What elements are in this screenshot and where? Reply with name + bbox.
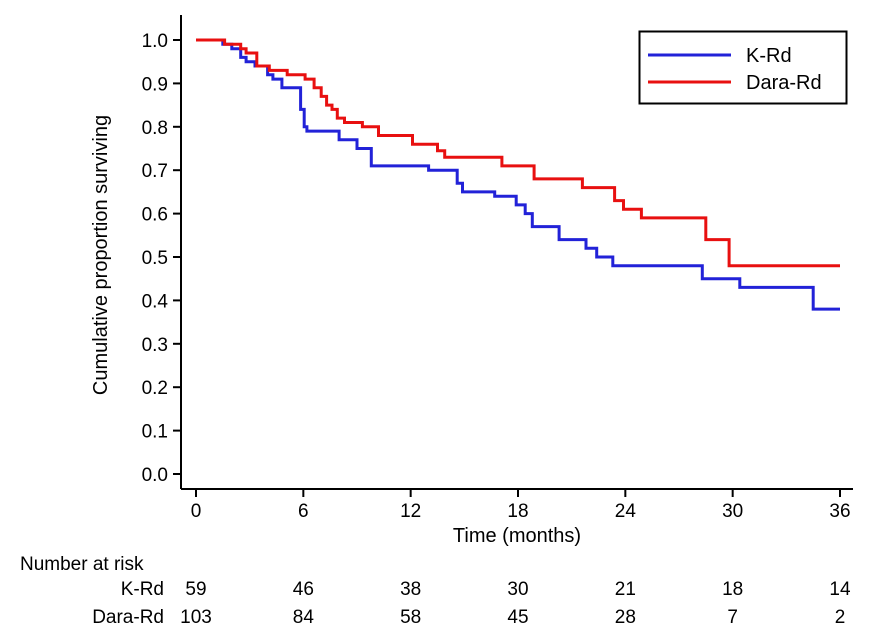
risk-count: 21: [615, 579, 636, 600]
risk-row-label-krd: K-Rd: [121, 579, 164, 600]
risk-count: 103: [180, 607, 212, 628]
risk-count: 58: [400, 607, 421, 628]
risk-count: 84: [293, 607, 315, 628]
x-tick-label: 12: [400, 501, 421, 522]
x-tick-label: 0: [191, 501, 202, 522]
risk-count: 46: [293, 579, 314, 600]
y-tick-label: 0.9: [142, 74, 168, 95]
survival-curves: [196, 38, 840, 311]
y-tick-label: 0.5: [142, 248, 168, 269]
y-tick-label: 0.1: [142, 422, 168, 443]
legend-label-dararid: Dara-Rd: [746, 72, 822, 94]
y-tick-label: 0.2: [142, 378, 168, 399]
y-tick-label: 1.0: [142, 31, 168, 52]
y-tick-label: 0.3: [142, 335, 168, 356]
legend: K-Rd Dara-Rd: [638, 30, 848, 105]
risk-count: 45: [507, 607, 528, 628]
y-tick-label: 0.8: [142, 118, 168, 139]
risk-count: 59: [185, 579, 206, 600]
risk-count: 14: [829, 579, 851, 600]
number-at-risk-table: Number at risk K-Rd Dara-Rd 59 46 38 30 21 18…: [20, 554, 851, 628]
risk-count: 7: [727, 607, 738, 628]
risk-count: 2: [835, 607, 846, 628]
x-tick-label: 18: [507, 501, 528, 522]
risk-count: 18: [722, 579, 743, 600]
risk-count: 38: [400, 579, 421, 600]
risk-count: 30: [507, 579, 528, 600]
legend-entry-krd: K-Rd: [648, 45, 792, 67]
y-axis-title: Cumulative proportion surviving: [90, 115, 112, 395]
risk-table-title: Number at risk: [20, 554, 144, 575]
risk-count: 28: [615, 607, 636, 628]
y-tick-label: 0.6: [142, 205, 168, 226]
risk-row-label-dararid: Dara-Rd: [92, 607, 164, 628]
survival-curve-krd: [196, 38, 840, 311]
legend-box: [638, 30, 848, 105]
y-tick-label: 0.7: [142, 161, 168, 182]
x-tick-label: 24: [615, 501, 637, 522]
axes: 1.0 0.9 0.8 0.7 0.6 0.5 0.4 0.3 0.2 0.1 0.0 0 6 12 18 2…: [142, 15, 853, 522]
x-tick-label: 30: [722, 501, 743, 522]
legend-entry-dararid: Dara-Rd: [648, 72, 822, 94]
x-axis-title: Time (months): [453, 525, 581, 547]
survival-curve-darard: [196, 38, 840, 268]
x-tick-label: 6: [298, 501, 309, 522]
legend-label-krd: K-Rd: [746, 45, 792, 67]
y-tick-label: 0.0: [142, 465, 168, 486]
risk-counts: 59 46 38 30 21 18 14 103 84 58 45 28 7 2: [180, 579, 851, 628]
x-tick-label: 36: [829, 501, 850, 522]
y-tick-label: 0.4: [142, 291, 169, 312]
